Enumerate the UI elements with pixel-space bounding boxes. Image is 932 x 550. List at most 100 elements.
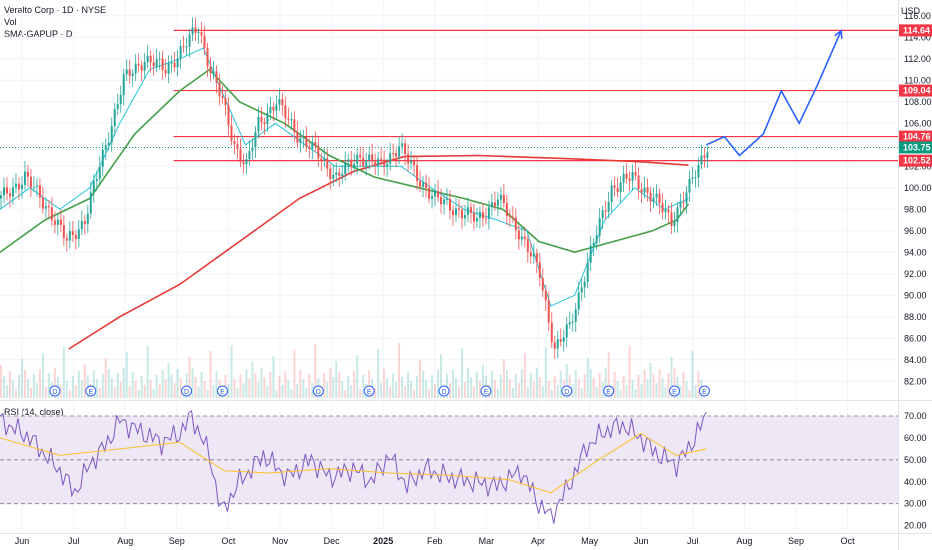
marker-label: E (484, 389, 489, 396)
last-price-badge (899, 141, 932, 154)
pane-divider (0, 400, 932, 401)
volume-bar (353, 371, 356, 398)
candle-body (685, 192, 688, 204)
candle-body (586, 262, 589, 282)
candle-body (62, 224, 65, 239)
volume-label[interactable]: Vol (4, 17, 17, 27)
earnings-marker (669, 385, 680, 397)
candles (0, 17, 709, 360)
candle-body (74, 234, 77, 239)
candle-body (559, 339, 562, 342)
candle-body (619, 182, 622, 192)
volume-bar (688, 390, 691, 398)
candle-body (140, 65, 143, 71)
volume-bar (32, 374, 35, 398)
time-tick-label: May (581, 536, 599, 546)
candle-body (598, 218, 601, 236)
candle-body (290, 119, 293, 121)
rsi-tick-label: 30.00 (904, 499, 927, 509)
volume-bar (493, 380, 496, 398)
volume-bar (359, 389, 362, 398)
candle-body (194, 27, 197, 33)
volume-bar (643, 370, 646, 398)
time-tick-label: Jul (687, 536, 699, 546)
candle-body (128, 69, 131, 76)
volume-bar (451, 369, 454, 398)
earnings-marker (698, 385, 710, 397)
candle-body (182, 46, 185, 48)
candle-body (463, 215, 466, 219)
candle-body (475, 217, 478, 222)
volume-bar (460, 348, 463, 398)
volume-bar (589, 369, 592, 398)
candle-body (574, 309, 577, 322)
candle-body (248, 151, 251, 160)
time-tick-label: Sep (169, 536, 185, 546)
volume-bar (658, 369, 661, 398)
marker-label: E (367, 389, 372, 396)
volume-bar (490, 371, 493, 398)
candle-body (11, 187, 14, 197)
candle-body (362, 157, 365, 166)
volume-bar (146, 346, 149, 398)
indicator-label[interactable]: SMA-GAPUP · D (4, 29, 73, 39)
volume-bar (8, 371, 11, 398)
time-tick-label: Mar (479, 536, 495, 546)
volume-bar (0, 365, 2, 398)
volume-bar (425, 380, 428, 398)
candle-body (413, 161, 416, 166)
volume-bar (161, 370, 164, 398)
time-tick-label: Aug (736, 536, 752, 546)
volume-bar (212, 385, 215, 398)
candle-body (649, 192, 652, 202)
rsi-label[interactable]: RSI (14, close) (4, 407, 64, 417)
candle-body (137, 63, 140, 66)
volume-bar (80, 380, 83, 398)
volume-bar (329, 368, 332, 398)
candle-body (547, 300, 550, 323)
candle-body (125, 69, 128, 75)
symbol-title[interactable]: Veralto Corp · 1D · NYSE (4, 5, 107, 15)
volume-bar (41, 353, 44, 398)
candle-body (478, 211, 481, 218)
candle-body (263, 122, 266, 125)
volume-bar (17, 375, 20, 398)
volume-bar (616, 381, 619, 398)
candle-body (329, 168, 332, 179)
candle-body (266, 112, 269, 125)
volume-bar (592, 378, 595, 398)
candle-body (326, 158, 329, 169)
volume-bar (523, 353, 526, 398)
candle-body (245, 159, 248, 165)
sma-long-line (68, 154, 689, 350)
volume-bar (332, 377, 335, 398)
volume-bar (538, 377, 541, 398)
candle-body (275, 104, 278, 111)
volume-bar (428, 389, 431, 398)
candle-body (287, 118, 290, 120)
rsi-pane (0, 410, 898, 524)
volume-bar (431, 375, 434, 398)
volume-bar (131, 372, 134, 398)
volume-bar (446, 374, 449, 398)
volume-bar (137, 390, 140, 398)
candle-body (437, 190, 440, 198)
volume-bar (59, 386, 62, 398)
volume-bar (311, 383, 314, 398)
projection-path[interactable] (706, 29, 843, 157)
candle-body (323, 158, 326, 161)
candle-body (206, 47, 209, 67)
candle-body (556, 339, 559, 349)
volume-bar (296, 384, 299, 398)
candle-body (59, 219, 62, 225)
volume-bar (281, 385, 284, 398)
volume-bar (92, 370, 95, 398)
candle-body (155, 59, 158, 67)
candle-body (98, 166, 101, 179)
candle-body (335, 172, 338, 175)
candle-body (353, 163, 356, 167)
candle-body (535, 253, 538, 263)
earnings-marker (217, 385, 229, 397)
